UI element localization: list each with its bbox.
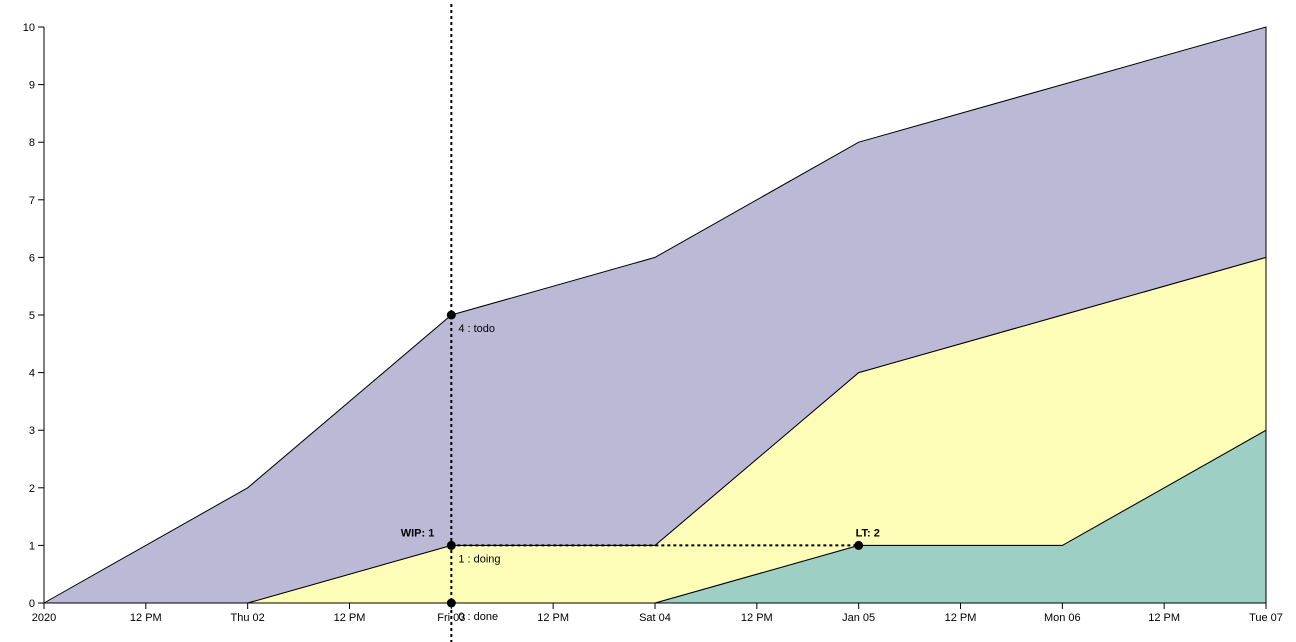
x-axis: 2020 12 PM Thu 02 12 PM Fri 03 12 PM Sat 04 12 … [32,602,1283,624]
lead-time-marker [854,540,864,550]
x-tick-label: Jan 05 [842,612,875,624]
crosshair-marker [446,310,456,320]
crosshair-value-label: 1 : doing [458,553,500,565]
y-tick-label: 6 [29,252,35,264]
y-tick-label: 7 [29,195,35,207]
y-tick-label: 9 [29,80,35,92]
x-tick-label: Tue 07 [1249,612,1283,624]
crosshair-marker [446,540,456,550]
x-tick-label: 2020 [32,612,56,624]
x-tick-label: 12 PM [334,612,366,624]
x-tick-label: 12 PM [741,612,773,624]
x-tick-label: 12 PM [130,612,162,624]
y-tick-label: 5 [29,310,35,322]
wip-label: WIP: 1 [401,527,435,539]
x-tick-label: Mon 06 [1044,612,1081,624]
y-tick-label: 2 [29,483,35,495]
crosshair-marker [446,598,456,608]
lead-time-label: LT: 2 [856,527,880,539]
area-todo [42,26,1267,604]
y-tick-label: 8 [29,137,35,149]
x-tick-label: 12 PM [537,612,569,624]
x-tick-label: Sat 04 [639,612,671,624]
y-tick-label: 4 [29,368,35,380]
y-tick-label: 10 [23,22,35,34]
crosshair-overlay: LT: 2 4 : todo 1 : doing 0 : done WIP: 1 [401,4,880,642]
x-tick-label: 12 PM [945,612,977,624]
crosshair-value-label: 0 : done [458,611,498,623]
y-tick-label: 1 [29,540,35,552]
x-tick-label: Thu 02 [231,612,265,624]
stacked-areas [42,26,1267,604]
y-tick-label: 3 [29,425,35,437]
x-tick-label: 12 PM [1148,612,1180,624]
y-axis: 0 1 2 3 4 5 6 7 8 9 10 [23,22,45,610]
y-tick-label: 0 [29,598,35,610]
crosshair-value-label: 4 : todo [458,323,495,335]
